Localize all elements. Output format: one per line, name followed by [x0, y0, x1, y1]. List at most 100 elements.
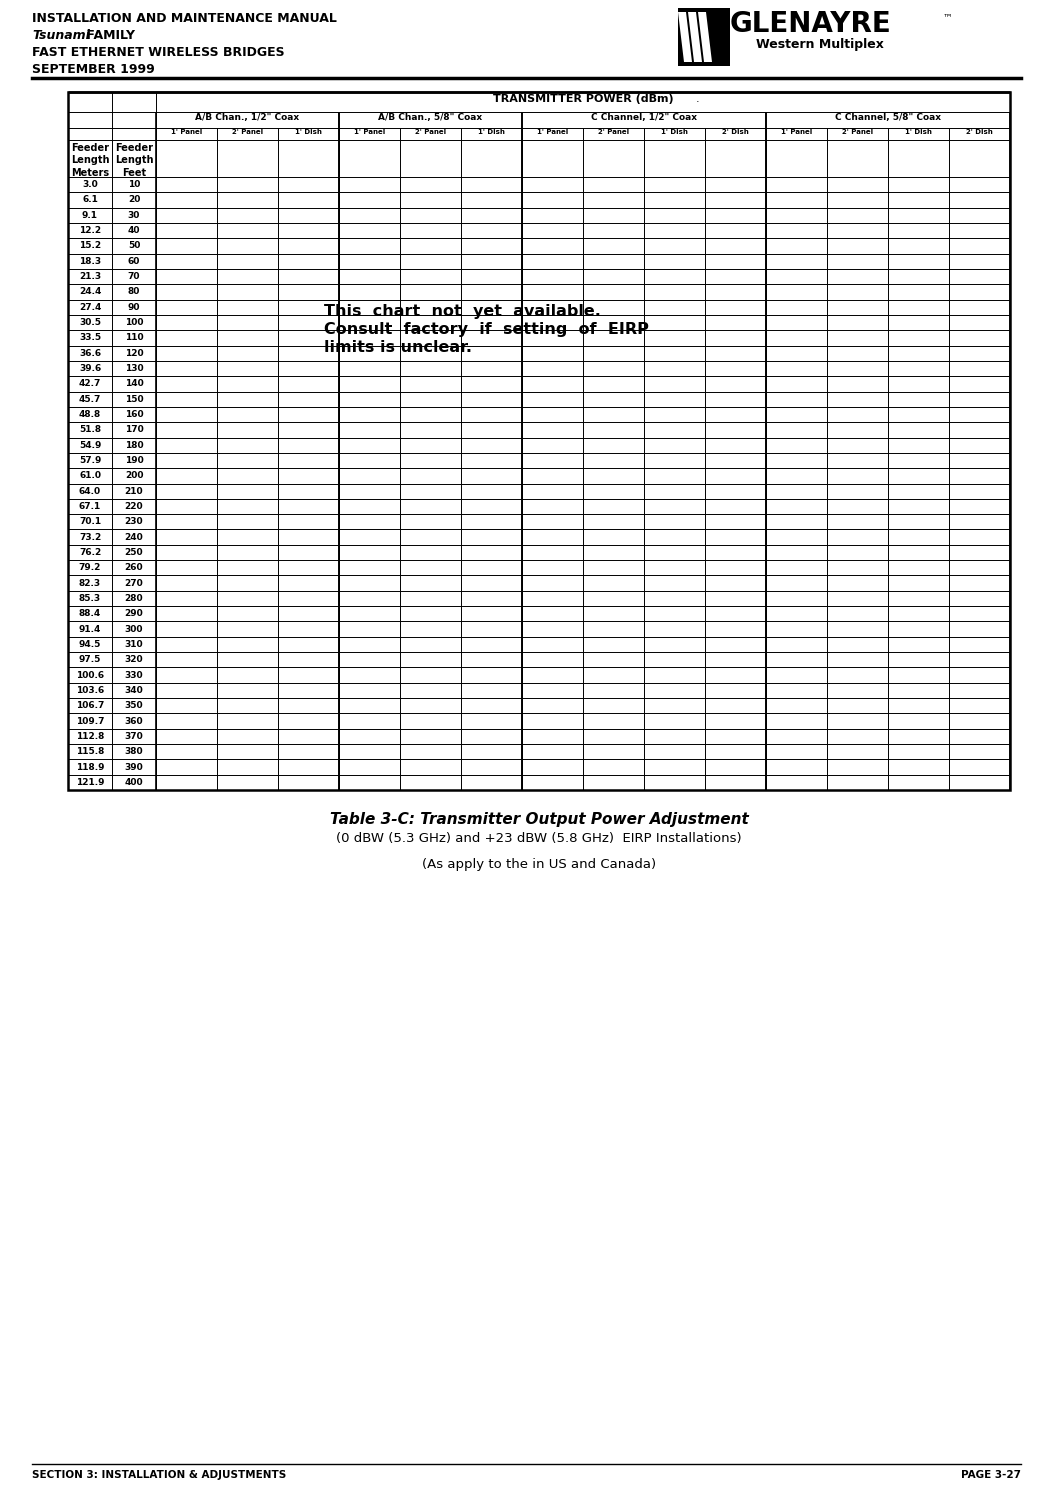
Text: 90: 90 — [127, 303, 140, 312]
Text: 64.0: 64.0 — [79, 486, 101, 495]
Text: 88.4: 88.4 — [79, 610, 101, 619]
Text: 9.1: 9.1 — [82, 210, 98, 219]
Text: Table 3-C: Transmitter Output Power Adjustment: Table 3-C: Transmitter Output Power Adju… — [330, 813, 749, 828]
Text: FAMILY: FAMILY — [82, 28, 135, 42]
Text: 2' Dish: 2' Dish — [966, 130, 993, 136]
Text: C Channel, 5/8" Coax: C Channel, 5/8" Coax — [835, 113, 941, 122]
Bar — [68, 92, 1010, 790]
Text: 40: 40 — [127, 227, 140, 236]
Text: 6.1: 6.1 — [82, 195, 98, 204]
Text: 1' Dish: 1' Dish — [661, 130, 688, 136]
Text: 1' Dish: 1' Dish — [478, 130, 505, 136]
Text: 210: 210 — [124, 486, 143, 495]
Text: 60: 60 — [127, 256, 140, 265]
Text: 94.5: 94.5 — [79, 640, 101, 649]
Text: 121.9: 121.9 — [76, 778, 104, 787]
Text: Length: Length — [115, 155, 154, 166]
Text: 118.9: 118.9 — [76, 762, 104, 771]
Text: 33.5: 33.5 — [79, 334, 101, 343]
Text: PAGE 3-27: PAGE 3-27 — [961, 1470, 1021, 1481]
Text: 150: 150 — [124, 395, 143, 404]
Text: 200: 200 — [124, 471, 143, 480]
Text: ™: ™ — [943, 12, 953, 22]
Text: 190: 190 — [124, 456, 143, 465]
Text: 120: 120 — [124, 349, 143, 358]
Text: 54.9: 54.9 — [79, 441, 101, 450]
Text: 15.2: 15.2 — [79, 242, 101, 250]
Text: 70: 70 — [127, 273, 140, 282]
Text: 12.2: 12.2 — [79, 227, 101, 236]
Text: 48.8: 48.8 — [79, 410, 101, 419]
Text: Western Multiplex: Western Multiplex — [756, 37, 883, 51]
Text: 24.4: 24.4 — [79, 288, 101, 297]
Text: 70.1: 70.1 — [79, 517, 101, 526]
Text: Consult  factory  if  setting  of  EIRP: Consult factory if setting of EIRP — [323, 322, 649, 337]
Text: 2' Panel: 2' Panel — [415, 130, 446, 136]
Text: 97.5: 97.5 — [79, 655, 101, 663]
Text: SECTION 3: INSTALLATION & ADJUSTMENTS: SECTION 3: INSTALLATION & ADJUSTMENTS — [32, 1470, 286, 1481]
Text: Feeder: Feeder — [71, 143, 110, 154]
Text: 2' Panel: 2' Panel — [598, 130, 629, 136]
Text: 390: 390 — [124, 762, 143, 771]
Text: 76.2: 76.2 — [79, 549, 101, 558]
Polygon shape — [688, 12, 702, 63]
Text: 380: 380 — [124, 747, 143, 756]
Text: 27.4: 27.4 — [79, 303, 101, 312]
Text: 2' Panel: 2' Panel — [842, 130, 873, 136]
Text: 80: 80 — [127, 288, 140, 297]
Text: A/B Chan., 1/2" Coax: A/B Chan., 1/2" Coax — [196, 113, 299, 122]
Text: 109.7: 109.7 — [76, 717, 104, 726]
Text: A/B Chan., 5/8" Coax: A/B Chan., 5/8" Coax — [378, 113, 482, 122]
Text: 220: 220 — [124, 502, 143, 511]
Text: 115.8: 115.8 — [76, 747, 104, 756]
Text: GLENAYRE: GLENAYRE — [730, 10, 892, 37]
Text: 330: 330 — [124, 671, 143, 680]
Text: Tsunami: Tsunami — [32, 28, 90, 42]
Text: 3.0: 3.0 — [82, 180, 98, 189]
Text: 370: 370 — [124, 732, 143, 741]
Text: 100.6: 100.6 — [76, 671, 104, 680]
Text: 82.3: 82.3 — [79, 579, 101, 587]
Text: 240: 240 — [124, 532, 143, 541]
Text: (0 dBW (5.3 GHz) and +23 dBW (5.8 GHz)  EIRP Installations): (0 dBW (5.3 GHz) and +23 dBW (5.8 GHz) E… — [336, 832, 741, 845]
Text: 79.2: 79.2 — [79, 564, 101, 573]
Text: 1' Dish: 1' Dish — [906, 130, 932, 136]
Text: 21.3: 21.3 — [79, 273, 101, 282]
Text: 250: 250 — [124, 549, 143, 558]
Text: 300: 300 — [124, 625, 143, 634]
Text: 103.6: 103.6 — [76, 686, 104, 695]
Text: 85.3: 85.3 — [79, 593, 101, 602]
Text: 1' Panel: 1' Panel — [781, 130, 812, 136]
Text: 310: 310 — [124, 640, 143, 649]
Text: limits is unclear.: limits is unclear. — [323, 340, 472, 355]
Text: 30: 30 — [127, 210, 140, 219]
Text: 180: 180 — [124, 441, 143, 450]
Text: 57.9: 57.9 — [79, 456, 101, 465]
Text: 270: 270 — [124, 579, 143, 587]
Text: 18.3: 18.3 — [79, 256, 101, 265]
Text: (As apply to the in US and Canada): (As apply to the in US and Canada) — [422, 857, 656, 871]
Text: Meters: Meters — [71, 167, 110, 177]
Text: 130: 130 — [124, 364, 143, 373]
Text: 320: 320 — [124, 655, 143, 663]
Text: 42.7: 42.7 — [79, 379, 101, 388]
Text: TRANSMITTER POWER (dBm): TRANSMITTER POWER (dBm) — [493, 94, 673, 104]
Text: 106.7: 106.7 — [76, 701, 104, 710]
Polygon shape — [678, 12, 692, 63]
Text: Length: Length — [71, 155, 110, 166]
Text: 260: 260 — [124, 564, 143, 573]
Text: Feeder: Feeder — [115, 143, 153, 154]
Text: 39.6: 39.6 — [79, 364, 101, 373]
Text: 45.7: 45.7 — [79, 395, 101, 404]
Text: 112.8: 112.8 — [76, 732, 104, 741]
Text: 400: 400 — [124, 778, 143, 787]
Text: 140: 140 — [124, 379, 143, 388]
Text: .: . — [696, 94, 700, 104]
Text: C Channel, 1/2" Coax: C Channel, 1/2" Coax — [591, 113, 697, 122]
Text: 2' Dish: 2' Dish — [722, 130, 749, 136]
Bar — [678, 7, 730, 66]
Text: 2' Panel: 2' Panel — [232, 130, 263, 136]
Text: 100: 100 — [124, 318, 143, 327]
Text: 51.8: 51.8 — [79, 425, 101, 434]
Text: 230: 230 — [124, 517, 143, 526]
